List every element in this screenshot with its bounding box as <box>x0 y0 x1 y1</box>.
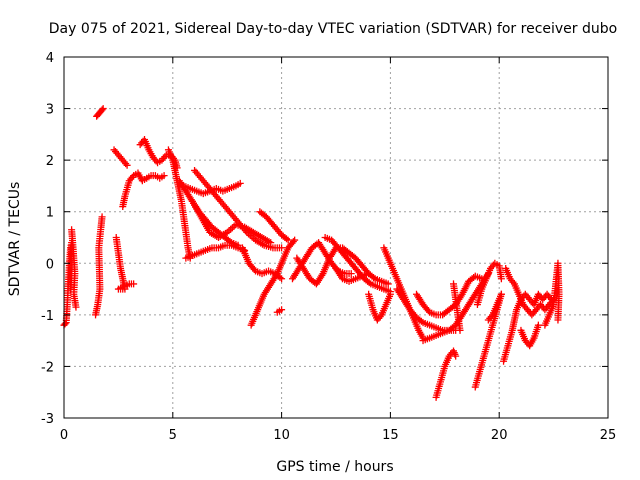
y-tick-label: -1 <box>41 309 54 324</box>
series-track-r <box>273 306 286 316</box>
series-track-ab <box>432 347 460 401</box>
x-tick-label: 25 <box>600 428 617 443</box>
x-axis-label: GPS time / hours <box>276 459 393 475</box>
data-points <box>60 105 563 401</box>
y-tick-label: -3 <box>41 412 54 427</box>
series-track-e <box>110 146 131 169</box>
series-track-b <box>68 226 80 311</box>
x-tick-label: 5 <box>169 428 177 443</box>
series-track-o <box>238 244 286 283</box>
x-tick-label: 0 <box>60 428 68 443</box>
series-track-n <box>191 166 286 252</box>
series-track-aj <box>541 259 563 329</box>
y-axis-label: SDTVAR / TECUs <box>7 182 23 297</box>
x-tick-label: 20 <box>491 428 508 443</box>
x-tick-label: 15 <box>382 428 399 443</box>
series-track-p <box>247 236 299 329</box>
x-axis: 0 5 10 15 20 25 <box>60 57 616 443</box>
series-track-q <box>256 208 292 244</box>
series-track-ac <box>450 280 464 334</box>
series-track-z <box>419 270 492 345</box>
series-track-w <box>365 290 394 324</box>
y-tick-label: 2 <box>46 154 54 169</box>
series-track-af <box>484 290 505 324</box>
y-tick-label: 4 <box>46 51 54 66</box>
grid-lines <box>64 57 608 418</box>
series-track-v <box>332 264 392 288</box>
y-tick-label: 0 <box>46 257 54 272</box>
series-track-d <box>92 213 106 319</box>
series-track-i <box>164 146 194 262</box>
x-tick-label: 10 <box>273 428 290 443</box>
series-track-m <box>188 197 275 247</box>
series-track-f <box>112 234 138 293</box>
y-tick-label: 3 <box>46 103 54 118</box>
series-track-ai <box>517 321 542 350</box>
y-tick-label: 1 <box>46 206 54 221</box>
y-tick-label: -2 <box>41 360 54 375</box>
y-axis: -3 -2 -1 0 1 2 3 4 <box>41 51 608 427</box>
series-track-x <box>380 244 427 342</box>
plot-frame <box>63 56 609 419</box>
series-track-ad <box>471 290 505 391</box>
chart-title: Day 075 of 2021, Sidereal Day-to-day VTE… <box>49 21 617 37</box>
series-track-ae <box>473 259 505 309</box>
series-track-g <box>119 169 168 211</box>
series-track-l <box>182 241 249 262</box>
series-track-c <box>93 105 107 120</box>
series-track-ah <box>502 264 558 319</box>
series-track-ag <box>500 290 555 365</box>
